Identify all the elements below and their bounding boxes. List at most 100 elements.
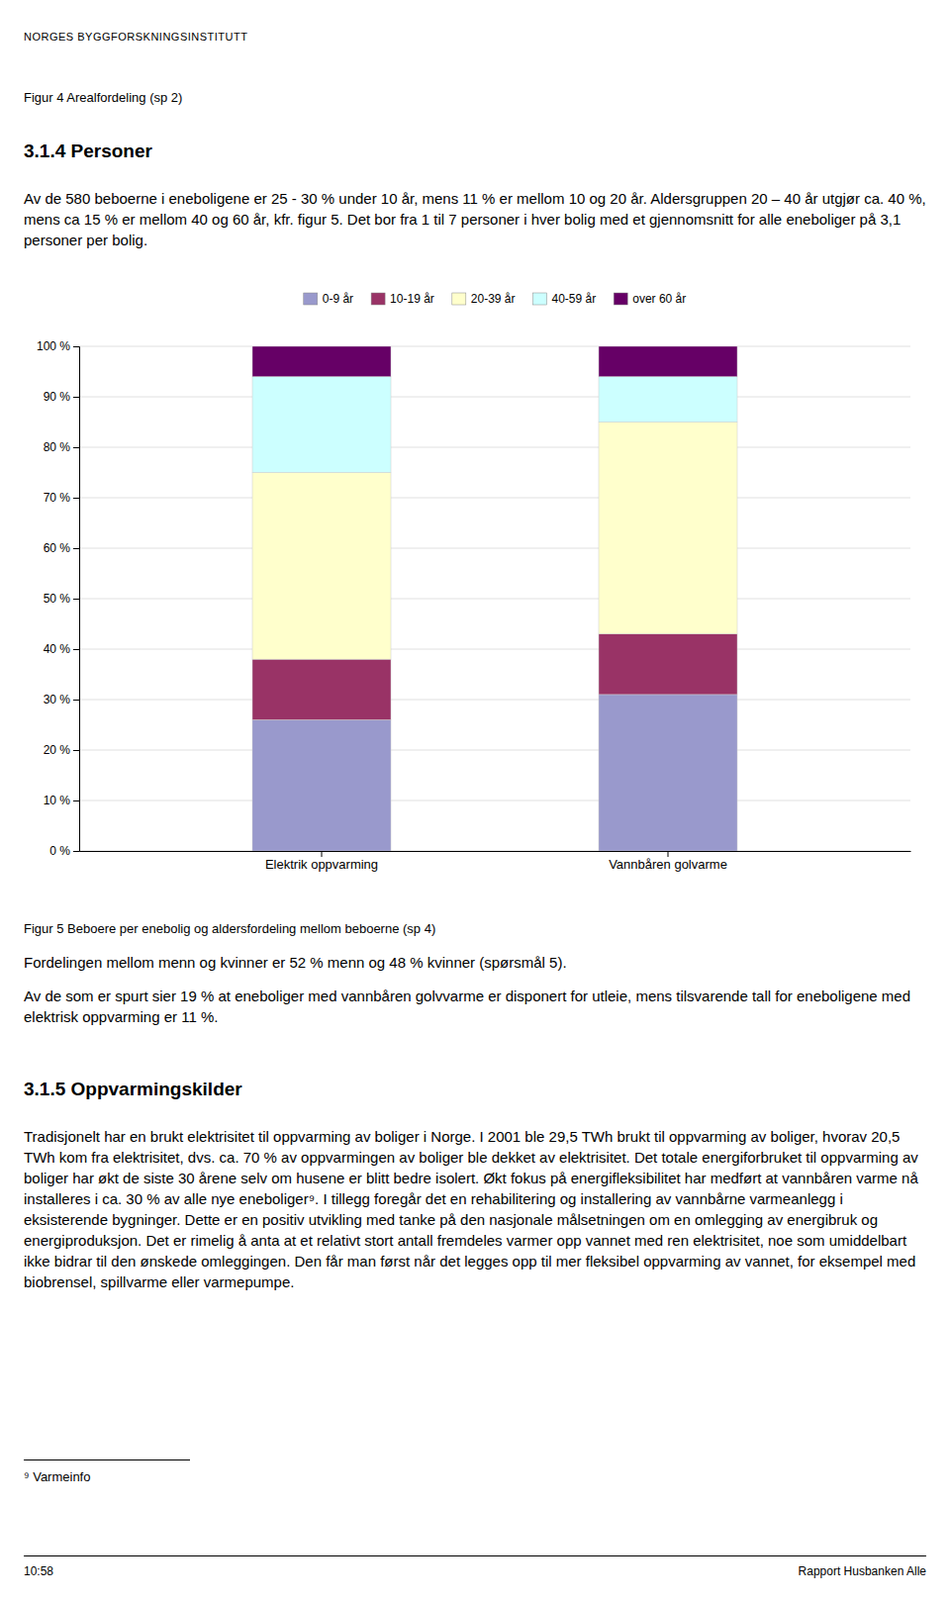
y-axis: 0 % 10 % 20 % 30 % 40 % 50 % 60 % 70 % 80 % 90 % 1… xyxy=(36,339,81,858)
tick-mark xyxy=(321,851,323,857)
tick-label: 60 % xyxy=(43,541,72,556)
tick: 10 % xyxy=(43,793,80,808)
bar xyxy=(252,346,391,378)
bar xyxy=(598,634,738,695)
plot-area: 0 % 10 % 20 % 30 % 40 % 50 % 60 % 70 % 80 % 90 % 1… xyxy=(36,339,912,872)
tick-mark xyxy=(73,396,80,398)
bar xyxy=(598,377,738,423)
section-title: 3.1.5 Oppvarmingskilder xyxy=(23,1076,927,1104)
x-axis: Elektrik oppvarming Vannbåren golvarme xyxy=(80,851,912,872)
bar xyxy=(598,422,738,635)
tick-label: 50 % xyxy=(43,591,72,606)
paragraph: Av de som er spurt sier 19 % at enebolig… xyxy=(23,985,927,1028)
chart-title: Figur 5 Beboere per enebolig og aldersfo… xyxy=(23,920,927,939)
grid-line xyxy=(79,750,911,752)
legend-swatch xyxy=(371,292,385,305)
tick-mark xyxy=(73,548,80,550)
tick-mark xyxy=(73,346,80,348)
tick-label: 70 % xyxy=(43,490,72,505)
legend-label: 20-39 år xyxy=(471,291,516,306)
footnote-rule xyxy=(23,1459,190,1461)
tick-label: Vannbåren golvarme xyxy=(608,856,728,872)
tick-mark xyxy=(73,598,80,600)
tick-label: 100 % xyxy=(36,339,71,354)
tick-label: 80 % xyxy=(43,440,72,455)
grid-line xyxy=(79,649,911,651)
legend-item: 10-19 år xyxy=(371,291,435,306)
bar xyxy=(598,346,738,378)
legend-label: 10-19 år xyxy=(389,291,435,306)
grid-line xyxy=(79,497,911,499)
tick-label: 20 % xyxy=(43,743,72,758)
series xyxy=(252,377,738,474)
grid-line xyxy=(79,346,911,348)
tick: Vannbåren golvarme xyxy=(608,851,728,872)
grid-line xyxy=(79,598,911,600)
tick-mark xyxy=(73,699,80,701)
tick: 60 % xyxy=(43,541,80,556)
tick: 20 % xyxy=(43,743,80,758)
tick-label: 10 % xyxy=(43,793,72,808)
legend-label: 40-59 år xyxy=(552,291,597,306)
series xyxy=(252,346,738,378)
footer-rule xyxy=(23,1555,927,1557)
footer-left: 10:58 xyxy=(23,1563,927,1581)
legend-item: over 60 år xyxy=(613,291,686,306)
tick: 50 % xyxy=(43,591,80,606)
bars xyxy=(252,346,738,852)
bar xyxy=(252,719,391,852)
paragraph: Tradisjonelt har en brukt elektrisitet t… xyxy=(23,1126,927,1293)
paragraph: Fordelingen mellom menn og kvinner er 52… xyxy=(23,951,927,973)
tick: 40 % xyxy=(43,642,80,657)
legend-swatch xyxy=(533,292,548,305)
bar xyxy=(598,694,738,852)
grid-line xyxy=(79,396,911,398)
tick-mark xyxy=(73,800,80,802)
bar xyxy=(252,659,391,720)
axis-line xyxy=(73,347,81,853)
tick-label: 0 % xyxy=(49,844,71,858)
grid-line xyxy=(79,699,911,701)
bar xyxy=(252,473,391,661)
tick-mark xyxy=(73,649,80,651)
chart: 0 % 10 % 20 % 30 % 40 % 50 % 60 % 70 % 80 % 90 % 1… xyxy=(0,277,950,891)
tick: 90 % xyxy=(43,389,80,404)
footnote: ⁹ Varmeinfo xyxy=(23,1468,927,1487)
legend: 0-9 år 10-19 år 20-39 år 40-59 år over 60 år xyxy=(303,291,687,306)
grid-line xyxy=(79,548,911,550)
tick-label: 40 % xyxy=(43,642,72,657)
tick-label: Elektrik oppvarming xyxy=(265,856,379,872)
legend-label: over 60 år xyxy=(632,291,686,306)
legend-item: 40-59 år xyxy=(533,291,597,306)
grid-line xyxy=(79,800,911,802)
legend-item: 0-9 år xyxy=(303,291,354,306)
tick-mark xyxy=(73,497,80,499)
figure-caption: Figur 4 Arealfordeling (sp 2) xyxy=(23,89,927,107)
grid-line xyxy=(79,447,911,449)
tick: Elektrik oppvarming xyxy=(265,851,379,872)
tick-label: 30 % xyxy=(43,692,72,707)
tick-mark xyxy=(73,447,80,449)
tick-mark xyxy=(73,750,80,752)
tick: 30 % xyxy=(43,692,80,707)
grid xyxy=(79,346,911,852)
tick-mark xyxy=(73,851,80,853)
tick: 100 % xyxy=(36,339,80,354)
page-header: NORGES BYGGFORSKNINGSINSTITUTT xyxy=(23,29,927,45)
tick: 0 % xyxy=(49,844,80,858)
tick-mark xyxy=(667,851,669,857)
bar xyxy=(252,377,391,474)
legend-swatch xyxy=(452,292,467,305)
grid-line xyxy=(79,851,911,853)
legend-swatch xyxy=(613,292,628,305)
tick: 70 % xyxy=(43,490,80,505)
tick: 80 % xyxy=(43,440,80,455)
tick-label: 90 % xyxy=(43,389,72,404)
section-title: 3.1.4 Personer xyxy=(23,138,927,166)
axis-line xyxy=(80,851,912,853)
paragraph: Av de 580 beboerne i eneboligene er 25 -… xyxy=(23,188,927,251)
page: NORGES BYGGFORSKNINGSINSTITUTT Figur 4 Ar… xyxy=(0,0,950,1600)
footer-right: Rapport Husbanken Alle xyxy=(23,1563,927,1581)
legend-label: 0-9 år xyxy=(322,291,354,306)
legend-swatch xyxy=(303,292,318,305)
